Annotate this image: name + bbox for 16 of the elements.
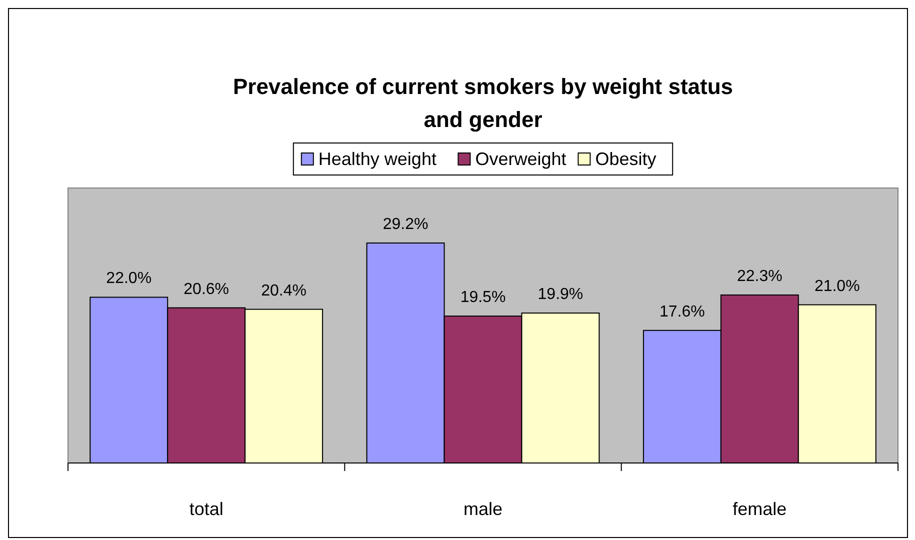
data-label: 20.6% [184, 280, 230, 298]
data-label: 22.3% [736, 268, 782, 285]
data-label: 21.0% [814, 278, 860, 295]
data-label: 17.6% [660, 303, 705, 320]
data-label: 20.4% [261, 282, 306, 300]
data-label: 22.0% [106, 270, 152, 288]
legend-label: Overweight [475, 149, 566, 169]
data-label: 29.2% [382, 216, 428, 233]
legend-label: Healthy weight [318, 149, 436, 169]
x-tick-label: female [732, 499, 787, 519]
x-tick-label: male [463, 499, 503, 519]
chart-title: Prevalence of current smokers by weight status and gender [232, 74, 734, 132]
legend-label: Obesity [595, 149, 656, 169]
data-label: 19.9% [538, 286, 584, 304]
data-label: 19.5% [460, 289, 506, 306]
x-tick-label: total [189, 499, 224, 519]
